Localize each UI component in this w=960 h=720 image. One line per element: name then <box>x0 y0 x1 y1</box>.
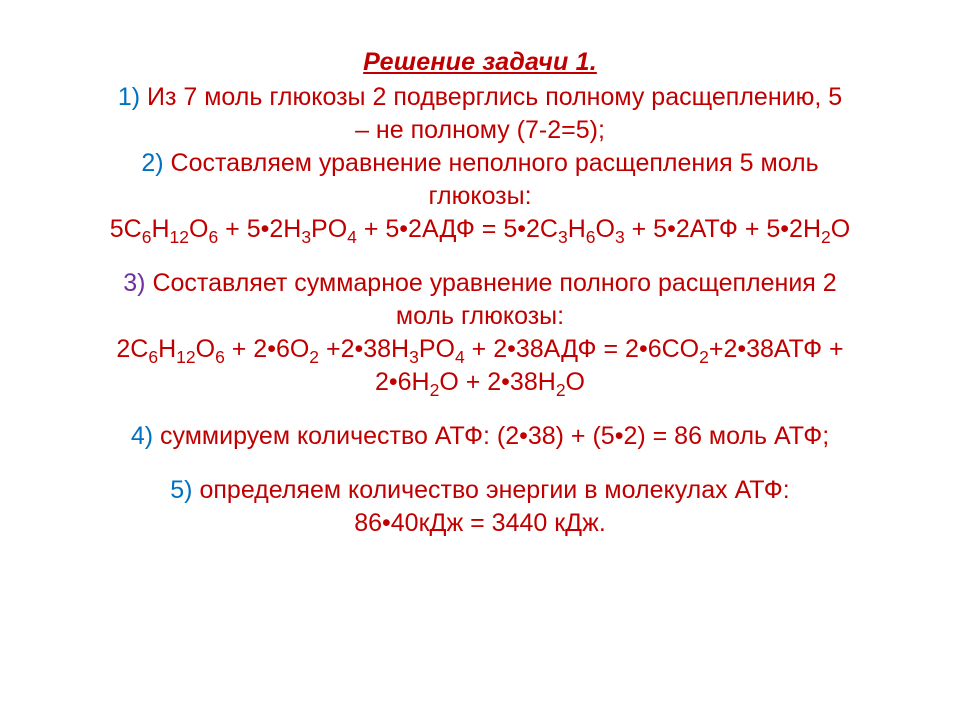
eq3-f: + 2•38АДФ = 2•6CO <box>465 335 699 363</box>
eq2-s6: 3 <box>558 227 568 247</box>
eq2-s4: 3 <box>301 227 311 247</box>
eq3-c: + 2•6O <box>225 335 310 363</box>
step5-lead: 5) <box>170 476 199 504</box>
eq2-r8: + 5•2АТФ + 5•2H <box>625 215 821 243</box>
step3-equation-l2: 2•6H2O + 2•38H2O <box>70 366 890 398</box>
step5-text: определяем количество энергии в молекула… <box>199 476 789 504</box>
eq3-e: PO <box>419 335 455 363</box>
spacer-2 <box>70 399 890 419</box>
eq2-pre: 5C <box>110 215 142 243</box>
eq3-s4: 2 <box>309 347 319 367</box>
step1-line1: 1) Из 7 моль глюкозы 2 подверглись полно… <box>70 81 890 113</box>
step1-text-a: Из 7 моль глюкозы 2 подверглись полному … <box>147 83 842 111</box>
eq3l2-s2: 2 <box>556 380 566 400</box>
eq3l2-a: 2•6H <box>375 368 430 396</box>
eq2-s7: 6 <box>586 227 596 247</box>
eq2-r2: O <box>189 215 208 243</box>
eq2-r7: O <box>596 215 615 243</box>
eq3l2-b: O + 2•38H <box>439 368 555 396</box>
step2-text-a: Составляем уравнение неполного расщеплен… <box>171 149 819 177</box>
eq2-r5: + 5•2АДФ = 5•2C <box>357 215 558 243</box>
eq2-r3: + 5•2H <box>218 215 301 243</box>
step3-text-a: Составляет суммарное уравнение полного р… <box>152 269 836 297</box>
slide-title: Решение задачи 1. <box>70 48 890 77</box>
step4-lead: 4) <box>131 422 160 450</box>
eq3-s3: 6 <box>215 347 225 367</box>
eq3-g: +2•38АТФ + <box>709 335 844 363</box>
eq3-s2: 12 <box>176 347 195 367</box>
eq3l2-s1: 2 <box>430 380 440 400</box>
step3-line2: моль глюкозы: <box>70 300 890 332</box>
eq2-r4: PO <box>311 215 347 243</box>
spacer-3 <box>70 453 890 473</box>
step2-line2: глюкозы: <box>70 180 890 212</box>
step1-line2: – не полному (7-2=5); <box>70 114 890 146</box>
eq2-s3: 6 <box>208 227 218 247</box>
eq3-pre: 2C <box>116 335 148 363</box>
step2-lead: 2) <box>141 149 170 177</box>
step3-equation-l1: 2C6H12O6 + 2•6O2 +2•38H3PO4 + 2•38АДФ = … <box>70 333 890 365</box>
slide-container: Решение задачи 1. 1) Из 7 моль глюкозы 2… <box>0 0 960 720</box>
eq3-s6: 4 <box>455 347 465 367</box>
eq3-b: O <box>196 335 215 363</box>
step5-line1: 5) определяем количество энергии в молек… <box>70 474 890 506</box>
eq2-s5: 4 <box>347 227 357 247</box>
eq2-r6: H <box>568 215 586 243</box>
eq2-s9: 2 <box>821 227 831 247</box>
step5-result: 86•40кДж = 3440 кДж. <box>70 507 890 539</box>
step3-line1: 3) Составляет суммарное уравнение полног… <box>70 267 890 299</box>
eq3l2-c: O <box>566 368 585 396</box>
eq3-s5: 3 <box>409 347 419 367</box>
step4-text: суммируем количество АТФ: (2•38) + (5•2)… <box>160 422 829 450</box>
step3-lead: 3) <box>123 269 152 297</box>
eq2-s2: 12 <box>170 227 189 247</box>
eq2-r1: H <box>151 215 169 243</box>
eq3-s1: 6 <box>148 347 158 367</box>
step4-line: 4) суммируем количество АТФ: (2•38) + (5… <box>70 420 890 452</box>
eq2-r9: O <box>831 215 850 243</box>
step1-lead: 1) <box>118 83 147 111</box>
eq3-a: H <box>158 335 176 363</box>
eq2-s8: 3 <box>615 227 625 247</box>
eq3-s7: 2 <box>699 347 709 367</box>
eq3-d: +2•38H <box>319 335 409 363</box>
step2-line1: 2) Составляем уравнение неполного расщеп… <box>70 147 890 179</box>
step2-equation: 5C6H12O6 + 5•2H3PO4 + 5•2АДФ = 5•2C3H6O3… <box>70 213 890 245</box>
spacer-1 <box>70 246 890 266</box>
